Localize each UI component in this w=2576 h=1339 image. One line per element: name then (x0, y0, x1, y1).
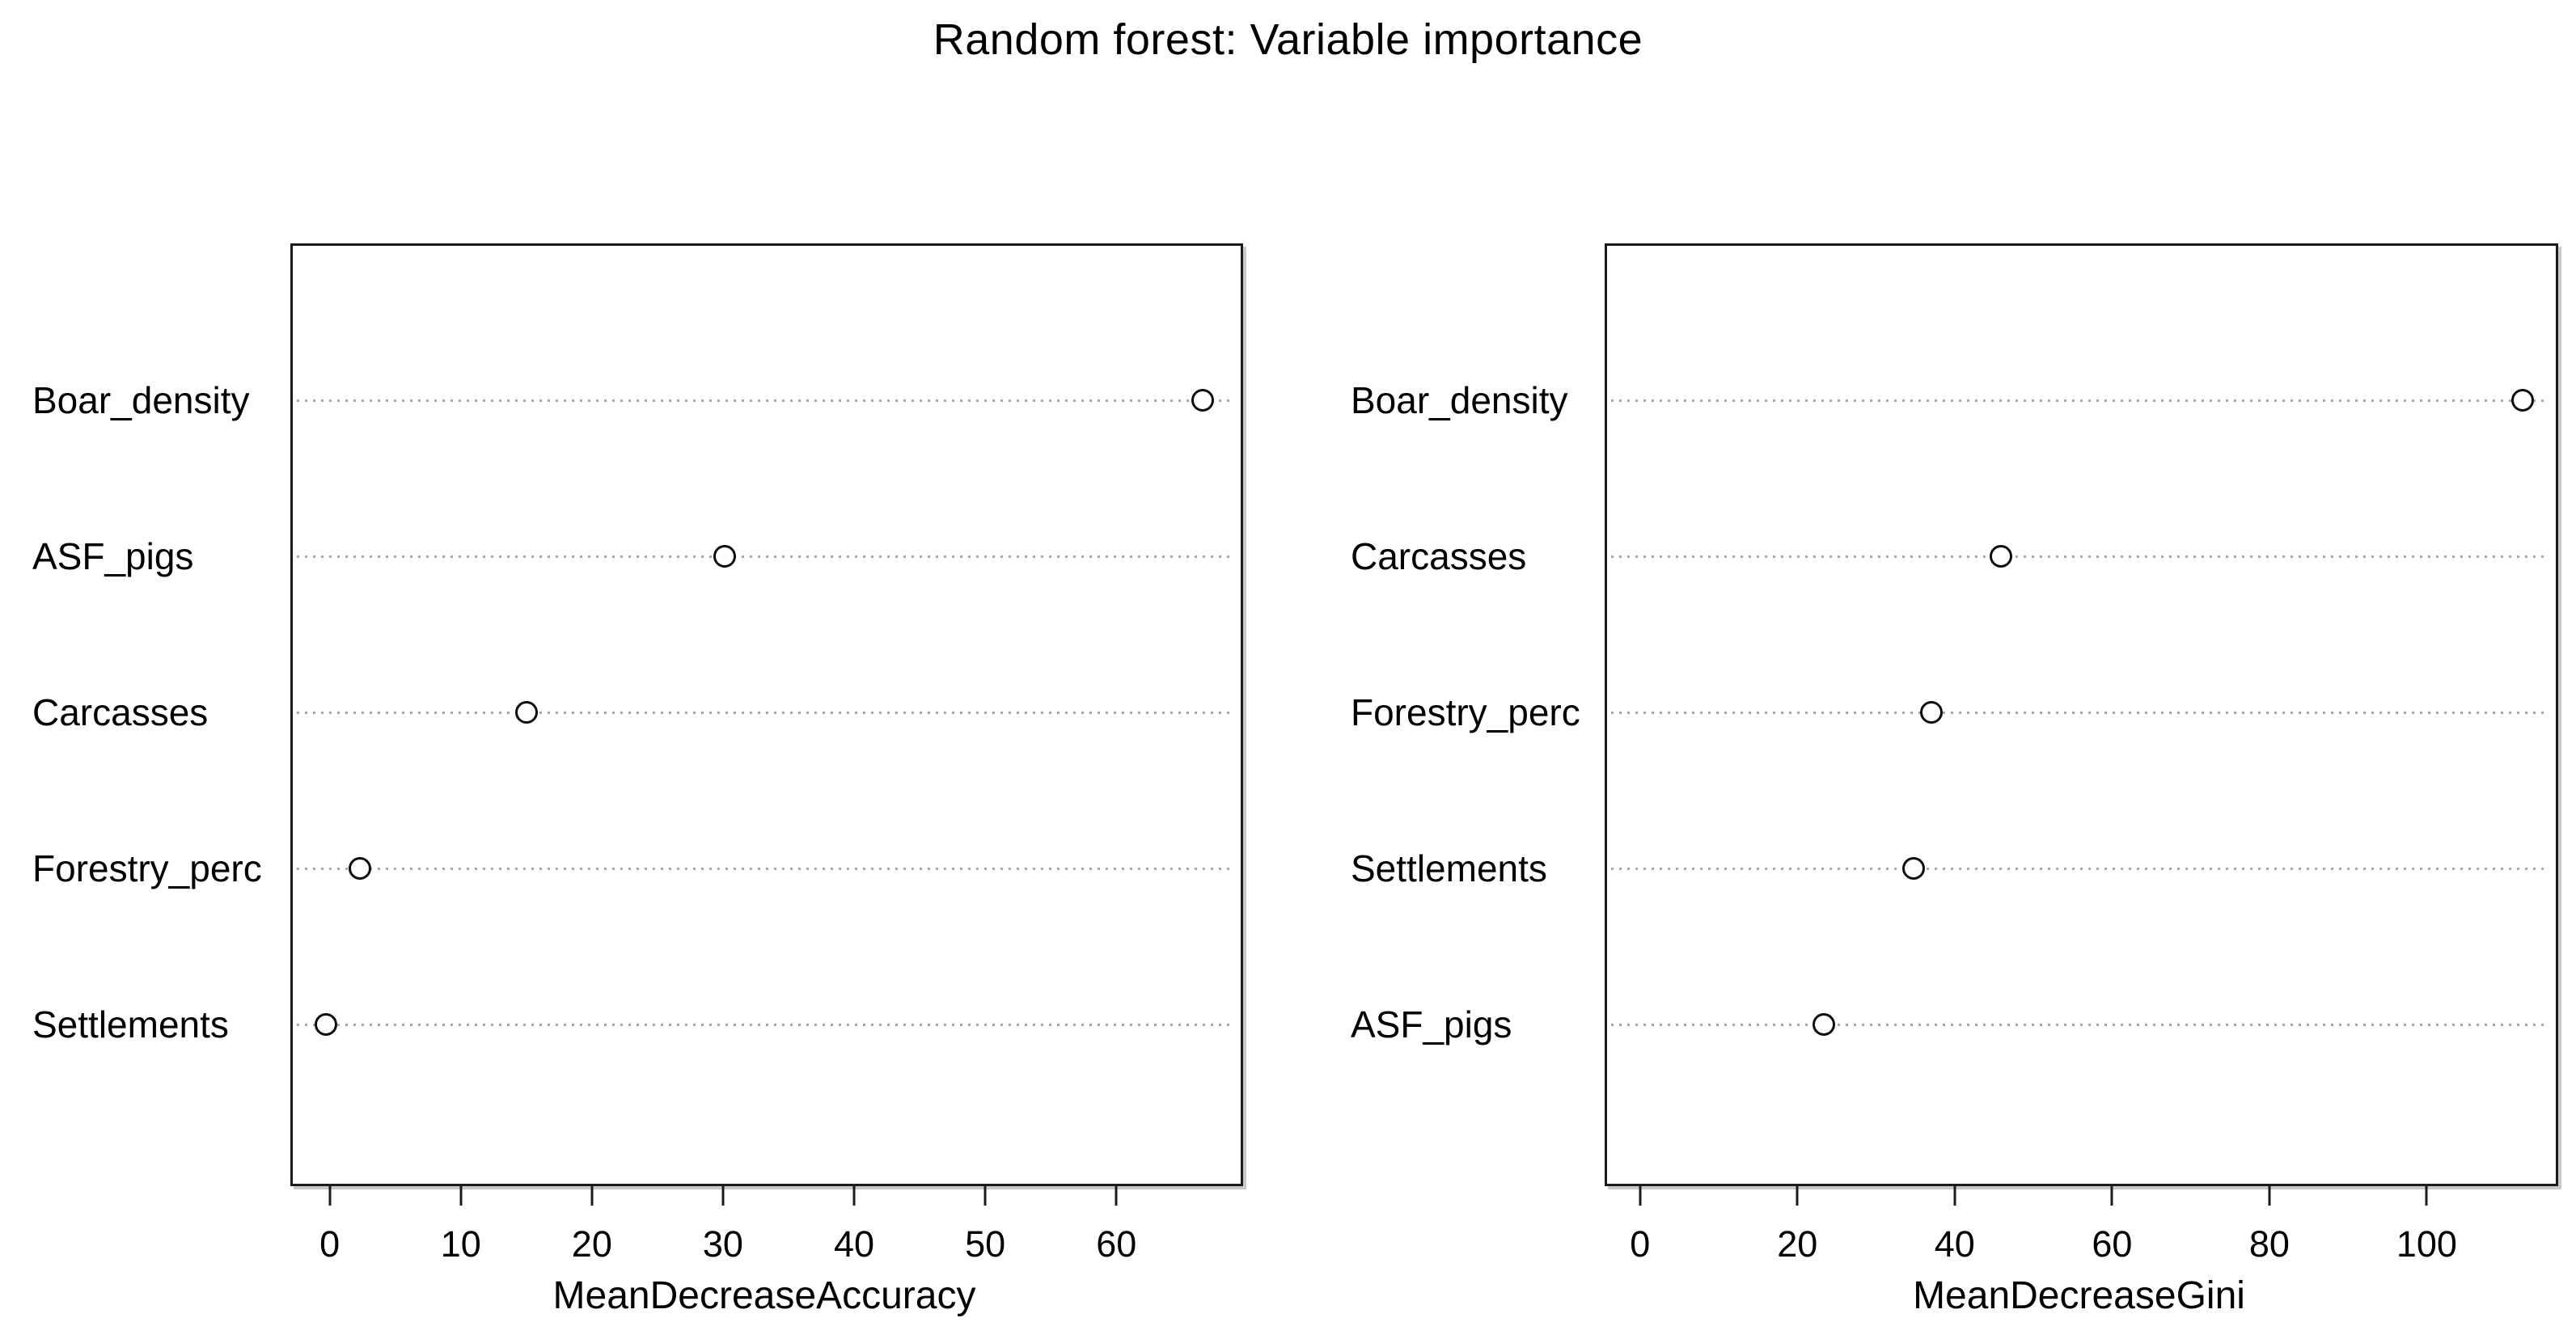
data-point-settlements (1902, 857, 1926, 880)
grid-line (297, 555, 1233, 558)
x-axis-tick (459, 1184, 463, 1206)
x-axis-tick-label: 0 (319, 1223, 341, 1265)
plot-box-accuracy-panel (290, 243, 1243, 1186)
category-label-carcasses: Carcasses (1351, 535, 1527, 577)
x-axis-tick-label: 30 (702, 1223, 743, 1265)
x-axis-tick (2268, 1184, 2271, 1206)
grid-line (1611, 868, 2549, 870)
x-axis-tick-label: 60 (1096, 1223, 1137, 1265)
category-label-asf_pigs: ASF_pigs (1351, 1003, 1512, 1045)
data-point-forestry_perc (348, 857, 371, 880)
x-axis-tick (2110, 1184, 2113, 1206)
x-axis-tick (1796, 1184, 1799, 1206)
data-point-carcasses (1990, 545, 2013, 568)
grid-line (297, 868, 1233, 870)
data-point-boar_density (2511, 389, 2535, 412)
category-label-forestry_perc: Forestry_perc (1351, 691, 1580, 733)
x-axis-tick (983, 1184, 987, 1206)
grid-line (1611, 555, 2549, 558)
category-label-asf_pigs: ASF_pigs (32, 535, 194, 577)
x-axis-tick-label: 10 (440, 1223, 481, 1265)
x-axis-tick-label: 100 (2396, 1223, 2457, 1265)
grid-line (1611, 399, 2549, 402)
x-axis-tick-label: 40 (1934, 1223, 1975, 1265)
grid-line (1611, 1024, 2549, 1026)
data-point-boar_density (1191, 389, 1215, 412)
category-label-boar_density: Boar_density (32, 379, 250, 421)
x-axis-tick (721, 1184, 725, 1206)
category-label-carcasses: Carcasses (32, 691, 209, 733)
data-point-forestry_perc (1919, 701, 1943, 724)
x-axis-tick (1953, 1184, 1956, 1206)
grid-line (297, 712, 1233, 714)
category-label-settlements: Settlements (1351, 847, 1547, 889)
data-point-asf_pigs (1813, 1013, 1836, 1036)
data-point-settlements (314, 1013, 337, 1036)
grid-line (297, 399, 1233, 402)
x-axis-title-accuracy-panel: MeanDecreaseAccuracy (552, 1274, 976, 1317)
grid-line (1611, 712, 2549, 714)
data-point-asf_pigs (713, 545, 736, 568)
grid-line (297, 1024, 1233, 1026)
x-axis-tick-label: 20 (1777, 1223, 1818, 1265)
x-axis-tick (1115, 1184, 1118, 1206)
x-axis-tick (852, 1184, 856, 1206)
x-axis-tick-label: 60 (2092, 1223, 2133, 1265)
x-axis-tick-label: 50 (965, 1223, 1006, 1265)
x-axis-tick-label: 40 (834, 1223, 875, 1265)
data-point-carcasses (514, 701, 538, 724)
category-label-settlements: Settlements (32, 1003, 229, 1045)
x-axis-tick-label: 0 (1630, 1223, 1651, 1265)
x-axis-tick (328, 1184, 332, 1206)
plot-box-gini-panel (1605, 243, 2558, 1186)
x-axis-tick-label: 20 (571, 1223, 612, 1265)
x-axis-tick (1639, 1184, 1642, 1206)
x-axis-tick (590, 1184, 594, 1206)
x-axis-tick-label: 80 (2248, 1223, 2290, 1265)
category-label-forestry_perc: Forestry_perc (32, 847, 262, 889)
x-axis-tick (2425, 1184, 2428, 1206)
x-axis-title-gini-panel: MeanDecreaseGini (1913, 1274, 2245, 1317)
figure-title: Random forest: Variable importance (933, 15, 1643, 64)
category-label-boar_density: Boar_density (1351, 379, 1568, 421)
